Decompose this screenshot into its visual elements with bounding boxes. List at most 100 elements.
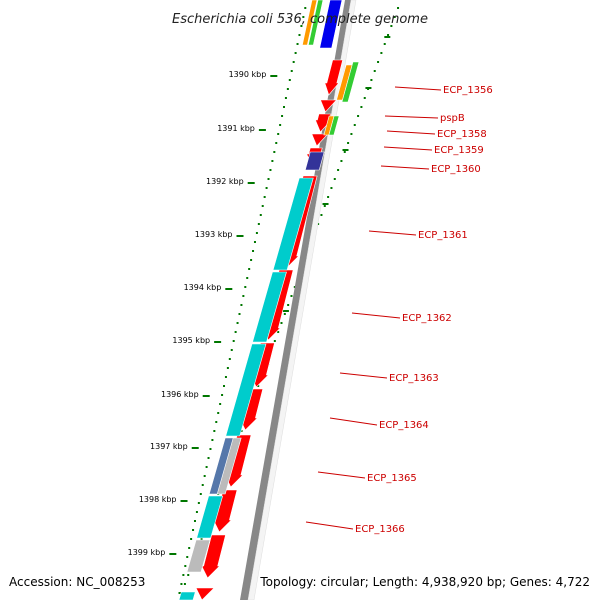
gene-leader-line [339, 372, 388, 379]
outer-scale-dot [302, 16, 305, 18]
inner-scale-dot [333, 178, 336, 180]
outer-scale-dot [228, 358, 231, 360]
orf-block [178, 591, 196, 600]
outer-scale-dot [294, 52, 297, 54]
gene-label[interactable]: ECP_1363 [389, 373, 439, 384]
feature-block [186, 539, 211, 573]
gene-label[interactable]: ECP_1362 [402, 313, 452, 324]
outer-scale-dot [224, 376, 227, 378]
outer-scale-dot [252, 250, 255, 252]
inner-scale-dot [287, 304, 290, 306]
scale-label: 1392 kbp [206, 177, 244, 186]
outer-scale-dot [193, 520, 196, 522]
outer-scale-dot [269, 169, 272, 171]
scale-tick [169, 553, 177, 555]
inner-scale-dot [187, 574, 190, 576]
cds-arrow [320, 99, 338, 113]
inner-scale-dot [320, 214, 323, 216]
cds-arrow [324, 59, 344, 96]
outer-scale-dot [209, 448, 212, 450]
gene-leader-line [351, 312, 401, 319]
inner-scale-dot [277, 331, 280, 333]
inner-scale-dot [357, 115, 360, 117]
gene-label[interactable]: ECP_1356 [443, 85, 493, 96]
gene-leader-line [386, 130, 436, 135]
gene-leader-line [317, 471, 366, 479]
scale-label: 1391 kbp [217, 124, 255, 133]
scale-tick [202, 395, 210, 397]
outer-scale-dot [298, 34, 301, 36]
feature-block [307, 0, 324, 46]
outer-scale-dot [284, 97, 287, 99]
inner-scale-dot [390, 25, 393, 27]
gene-label[interactable]: ECP_1364 [379, 420, 429, 431]
outer-scale-dot [230, 349, 233, 351]
cds-arrow [311, 133, 329, 147]
outer-scale-dot [259, 214, 262, 216]
gene-leader-line [384, 115, 439, 119]
outer-scale-dot [281, 115, 284, 117]
gene-label[interactable]: ECP_1358 [437, 129, 487, 140]
outer-scale-dot [215, 421, 218, 423]
outer-scale-dot [240, 304, 243, 306]
scale-label: 1395 kbp [172, 336, 210, 345]
orf-block [225, 343, 267, 437]
minor-tick [342, 149, 349, 151]
outer-scale-dot [180, 583, 183, 585]
feature-block [304, 151, 325, 171]
outer-scale-dot [282, 106, 285, 108]
outer-scale-dot [184, 565, 187, 567]
inner-scale-dot [283, 313, 286, 315]
outer-scale-dot [246, 277, 249, 279]
inner-scale-dot [257, 385, 260, 387]
minor-tick [322, 203, 329, 205]
inner-scale-dot [200, 538, 203, 540]
outer-scale-dot [201, 484, 204, 486]
outer-scale-dot [205, 466, 208, 468]
outer-scale-dot [217, 412, 220, 414]
feature-block [341, 61, 360, 103]
outer-scale-dot [296, 43, 299, 45]
outer-scale-dot [273, 151, 276, 153]
gene-label[interactable]: ECP_1361 [418, 230, 468, 241]
accession-label: Accession: NC_008253 [9, 575, 145, 589]
inner-scale-dot [183, 583, 186, 585]
inner-scale-dot [353, 124, 356, 126]
outer-scale-dot [267, 178, 270, 180]
gene-label[interactable]: ECP_1359 [434, 145, 484, 156]
scale-label: 1398 kbp [139, 495, 177, 504]
gene-label[interactable]: ECP_1360 [431, 164, 481, 175]
inner-scale-dot [397, 7, 400, 9]
scale-tick [236, 235, 244, 237]
scale-tick [258, 129, 266, 131]
feature-block [319, 0, 343, 49]
scale-label: 1390 kbp [229, 70, 267, 79]
outer-scale-dot [192, 529, 195, 531]
outer-scale-dot [197, 502, 200, 504]
outer-scale-dot [271, 160, 274, 162]
feature-block [301, 0, 318, 46]
cds-arrow [201, 534, 226, 579]
scale-label: 1393 kbp [195, 230, 233, 239]
minor-tick [282, 310, 289, 312]
outer-scale-dot [223, 385, 226, 387]
outer-scale-dot [286, 88, 289, 90]
outer-scale-dot [211, 439, 214, 441]
gene-label[interactable]: ECP_1365 [367, 473, 417, 484]
inner-scale-dot [383, 43, 386, 45]
outer-scale-dot [279, 124, 282, 126]
minor-tick [384, 36, 391, 38]
gene-leader-line [305, 521, 354, 530]
gene-label[interactable]: pspB [440, 113, 465, 124]
outer-scale-dot [242, 295, 245, 297]
gene-leader-line [394, 86, 442, 91]
outer-scale-dot [226, 367, 229, 369]
gene-label[interactable]: ECP_1366 [355, 524, 405, 535]
outer-scale-dot [250, 259, 253, 261]
inner-scale-dot [327, 196, 330, 198]
outer-scale-dot [292, 61, 295, 63]
orf-block [272, 177, 314, 271]
scale-tick [225, 288, 233, 290]
